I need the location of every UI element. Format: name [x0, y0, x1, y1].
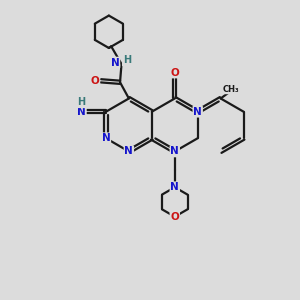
Text: O: O: [91, 76, 99, 86]
Text: N: N: [101, 133, 110, 143]
Text: O: O: [170, 68, 179, 78]
Text: N: N: [170, 146, 179, 157]
Text: H: H: [123, 56, 131, 65]
Text: O: O: [170, 212, 179, 222]
Text: N: N: [170, 182, 179, 192]
Text: N: N: [77, 107, 86, 117]
Text: CH₃: CH₃: [223, 85, 239, 94]
Text: H: H: [77, 97, 86, 107]
Text: N: N: [193, 107, 202, 117]
Text: N: N: [124, 146, 133, 157]
Text: N: N: [111, 58, 119, 68]
